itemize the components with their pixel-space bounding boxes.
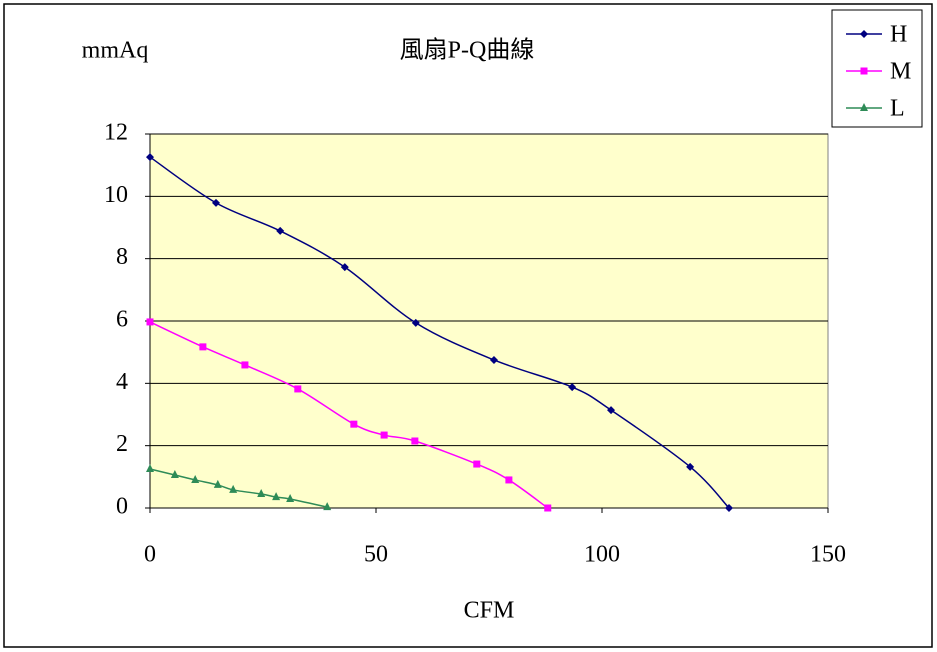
series-line bbox=[149, 321, 549, 509]
marker bbox=[257, 488, 266, 497]
marker bbox=[286, 493, 295, 502]
marker bbox=[607, 406, 616, 415]
marker bbox=[276, 226, 285, 235]
marker bbox=[860, 30, 868, 38]
y-tick-label: 4 bbox=[116, 369, 128, 395]
y-tick-label: 0 bbox=[116, 494, 128, 520]
marker bbox=[146, 464, 154, 473]
marker bbox=[505, 476, 513, 484]
legend-label: M bbox=[890, 59, 911, 85]
series-line bbox=[149, 156, 730, 509]
x-tick-label: 150 bbox=[810, 542, 846, 568]
marker bbox=[544, 504, 552, 512]
marker bbox=[229, 484, 238, 493]
marker bbox=[860, 67, 868, 75]
y-axis-label: mmAq bbox=[82, 38, 149, 64]
marker bbox=[350, 420, 358, 428]
marker bbox=[191, 474, 200, 483]
x-tick-label: 50 bbox=[364, 542, 388, 568]
marker bbox=[380, 431, 388, 439]
marker bbox=[146, 153, 154, 162]
x-tick-label: 0 bbox=[144, 542, 156, 568]
marker bbox=[199, 343, 207, 351]
marker bbox=[146, 318, 154, 326]
marker bbox=[211, 198, 220, 207]
marker bbox=[272, 492, 281, 501]
y-tick-label: 2 bbox=[116, 431, 128, 457]
y-tick-label: 12 bbox=[104, 120, 128, 146]
legend-label: L bbox=[890, 96, 905, 122]
marker bbox=[323, 502, 332, 511]
marker bbox=[725, 504, 734, 512]
marker bbox=[294, 385, 302, 393]
marker bbox=[340, 263, 349, 272]
y-tick-label: 8 bbox=[116, 244, 128, 270]
chart-title: 風扇P-Q曲線 bbox=[400, 37, 535, 64]
marker bbox=[489, 355, 498, 364]
y-tick-label: 6 bbox=[116, 307, 128, 333]
marker bbox=[170, 469, 179, 478]
legend-label: H bbox=[890, 22, 907, 48]
x-axis-label: CFM bbox=[464, 598, 515, 624]
marker bbox=[473, 460, 481, 468]
marker bbox=[411, 437, 419, 445]
marker bbox=[686, 462, 695, 471]
y-tick-label: 10 bbox=[104, 182, 128, 208]
marker bbox=[411, 318, 420, 327]
marker bbox=[213, 479, 222, 488]
x-tick-label: 100 bbox=[584, 542, 620, 568]
marker bbox=[568, 383, 577, 392]
marker bbox=[860, 103, 868, 111]
marker bbox=[241, 361, 249, 369]
